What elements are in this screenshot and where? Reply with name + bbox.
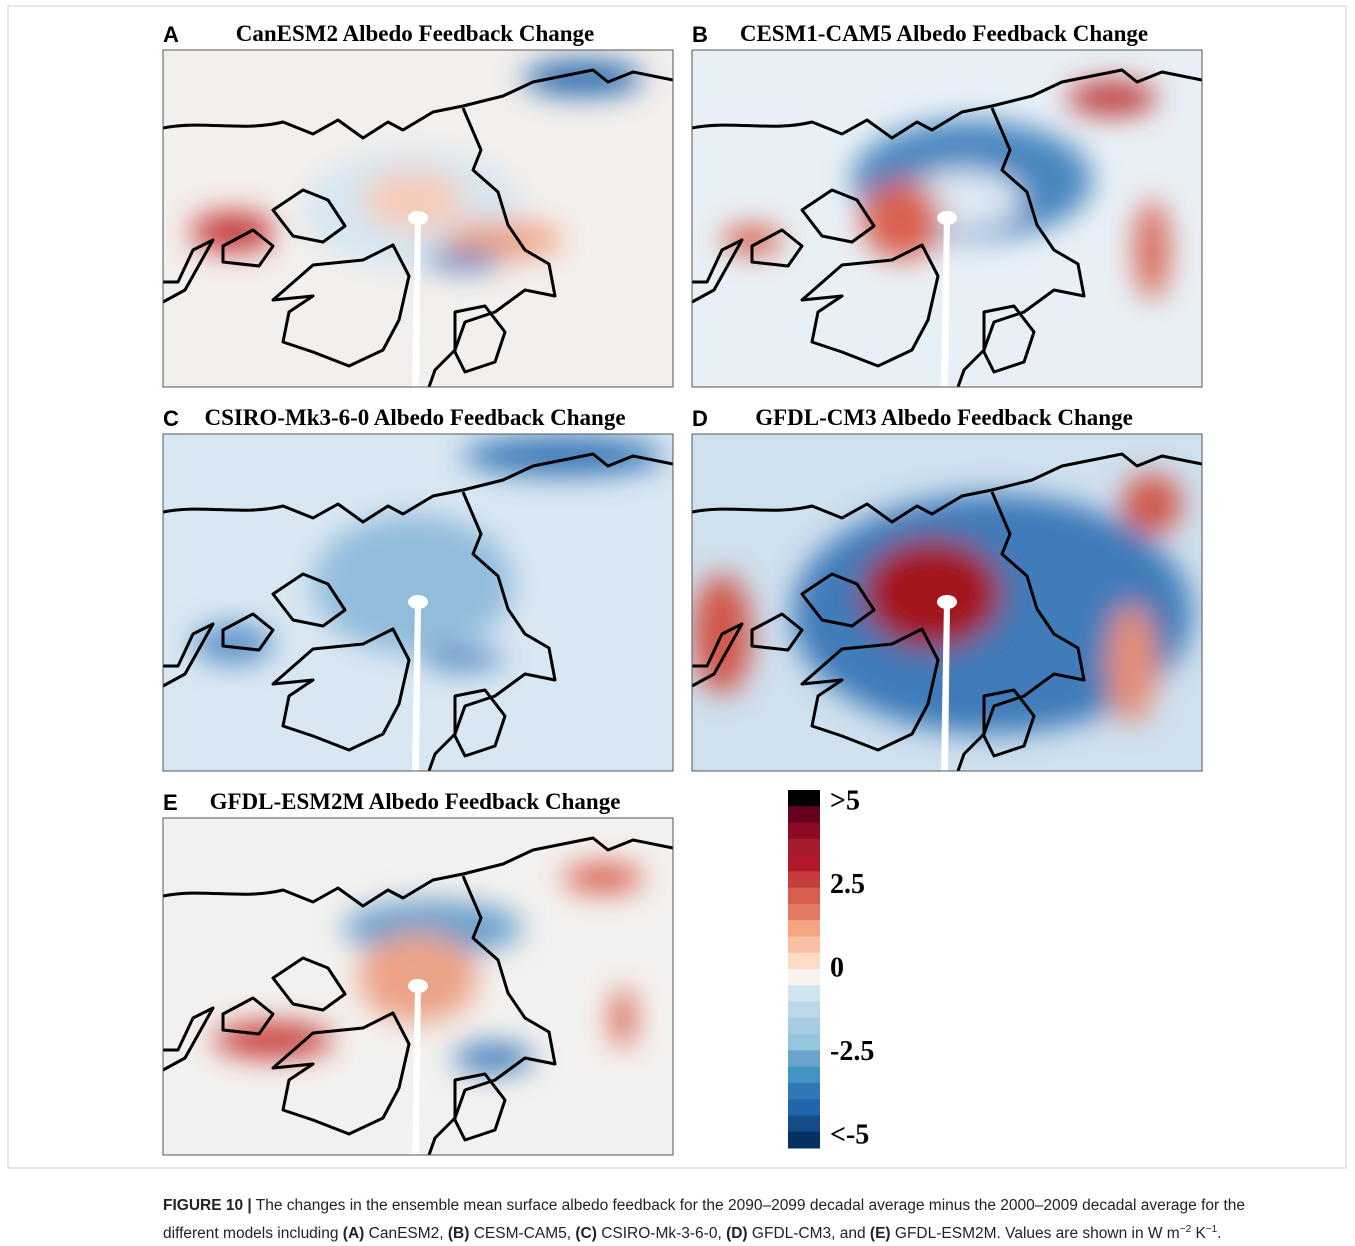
- pole-dot: [937, 595, 957, 609]
- caption-text: CanESM2,: [364, 1225, 448, 1242]
- map: [163, 434, 673, 771]
- colorbar-segment: [788, 1018, 820, 1035]
- field-blob: [313, 514, 513, 654]
- colorbar-segment: [788, 904, 820, 921]
- page: {"panels": [ {"letter": "A", "title": "C…: [0, 0, 1355, 1246]
- pole-dot: [408, 979, 428, 993]
- colorbar-tick-label: <-5: [830, 1119, 869, 1150]
- colorbar-segment: [788, 936, 820, 953]
- colorbar-segment: [788, 1067, 820, 1084]
- panel-title: GFDL-CM3 Albedo Feedback Change: [755, 405, 1133, 430]
- field-blob: [1067, 80, 1157, 116]
- panel-title: CanESM2 Albedo Feedback Change: [236, 21, 594, 46]
- colorbar-tick-label: 0: [830, 952, 844, 983]
- caption-text: K: [1191, 1225, 1206, 1242]
- field-blob: [213, 1022, 333, 1058]
- panel-letter: B: [692, 22, 708, 47]
- colorbar-segment: [788, 1050, 820, 1067]
- map: [692, 50, 1202, 387]
- colorbar-tick-label: 2.5: [830, 869, 865, 900]
- pole-dot: [408, 595, 428, 609]
- field-blob: [1134, 200, 1170, 300]
- colorbar-segment: [788, 839, 820, 856]
- panel-title: CSIRO-Mk3-6-0 Albedo Feedback Change: [204, 405, 625, 430]
- panel-letter: C: [163, 406, 179, 431]
- field-blob: [862, 539, 1002, 649]
- colorbar-segment: [788, 871, 820, 888]
- caption-text: CESM-CAM5,: [469, 1225, 575, 1242]
- panel-letter: E: [163, 790, 178, 815]
- field-blob: [423, 250, 503, 270]
- caption-text: (D): [726, 1225, 748, 1242]
- caption-text: FIGURE 10 |: [163, 1197, 252, 1214]
- colorbar-segment: [788, 888, 820, 905]
- colorbar-segment: [788, 920, 820, 937]
- field-blob: [563, 863, 643, 893]
- colorbar-segment: [788, 985, 820, 1002]
- colorbar-segment: [788, 1034, 820, 1051]
- caption-text: CSIRO-Mk-3-6-0,: [597, 1225, 726, 1242]
- field-blob: [423, 649, 503, 669]
- field-blob: [193, 624, 273, 664]
- colorbar-segment: [788, 1083, 820, 1100]
- panel-letter: A: [163, 22, 179, 47]
- panel-letter: D: [692, 406, 708, 431]
- caption-text: −2: [1180, 1224, 1191, 1235]
- colorbar-segment: [788, 1002, 820, 1019]
- colorbar-segment: [788, 1115, 820, 1132]
- colorbar-tick-label: >5: [830, 785, 860, 816]
- caption-text: (C): [575, 1225, 597, 1242]
- field-blob: [611, 988, 635, 1048]
- pole-dot: [408, 211, 428, 225]
- map: [163, 818, 673, 1155]
- field-blob: [1122, 474, 1182, 534]
- colorbar-segment: [788, 790, 820, 807]
- field-blob: [453, 1043, 533, 1073]
- figure: A CanESM2 Albedo Feedback Change B CESM1-CA…: [0, 0, 1355, 1246]
- panel-title: CESM1-CAM5 Albedo Feedback Change: [740, 21, 1148, 46]
- colorbar-segment: [788, 823, 820, 840]
- caption-text: GFDL-ESM2M. Values are shown in W m: [891, 1225, 1180, 1242]
- field-blob: [862, 180, 942, 260]
- caption-text: (E): [870, 1225, 891, 1242]
- colorbar-segment: [788, 806, 820, 823]
- colorbar-tick-label: -2.5: [830, 1036, 874, 1067]
- colorbar-segment: [788, 1132, 820, 1149]
- colorbar-segment: [788, 969, 820, 986]
- colorbar-segment: [788, 1099, 820, 1116]
- caption-text: −1: [1206, 1224, 1217, 1235]
- map: [163, 50, 673, 387]
- caption-text: GFDL-CM3, and: [748, 1225, 870, 1242]
- map: [692, 434, 1202, 771]
- caption-text: .: [1217, 1225, 1221, 1242]
- caption: FIGURE 10 | The changes in the ensemble …: [163, 1194, 1293, 1246]
- field-blob: [1107, 604, 1157, 724]
- panel-title: GFDL-ESM2M Albedo Feedback Change: [210, 789, 621, 814]
- caption-text: (B): [448, 1225, 470, 1242]
- caption-text: (A): [343, 1225, 365, 1242]
- colorbar-segment: [788, 855, 820, 872]
- colorbar-segment: [788, 953, 820, 970]
- field-blob: [523, 60, 643, 96]
- pole-dot: [937, 211, 957, 225]
